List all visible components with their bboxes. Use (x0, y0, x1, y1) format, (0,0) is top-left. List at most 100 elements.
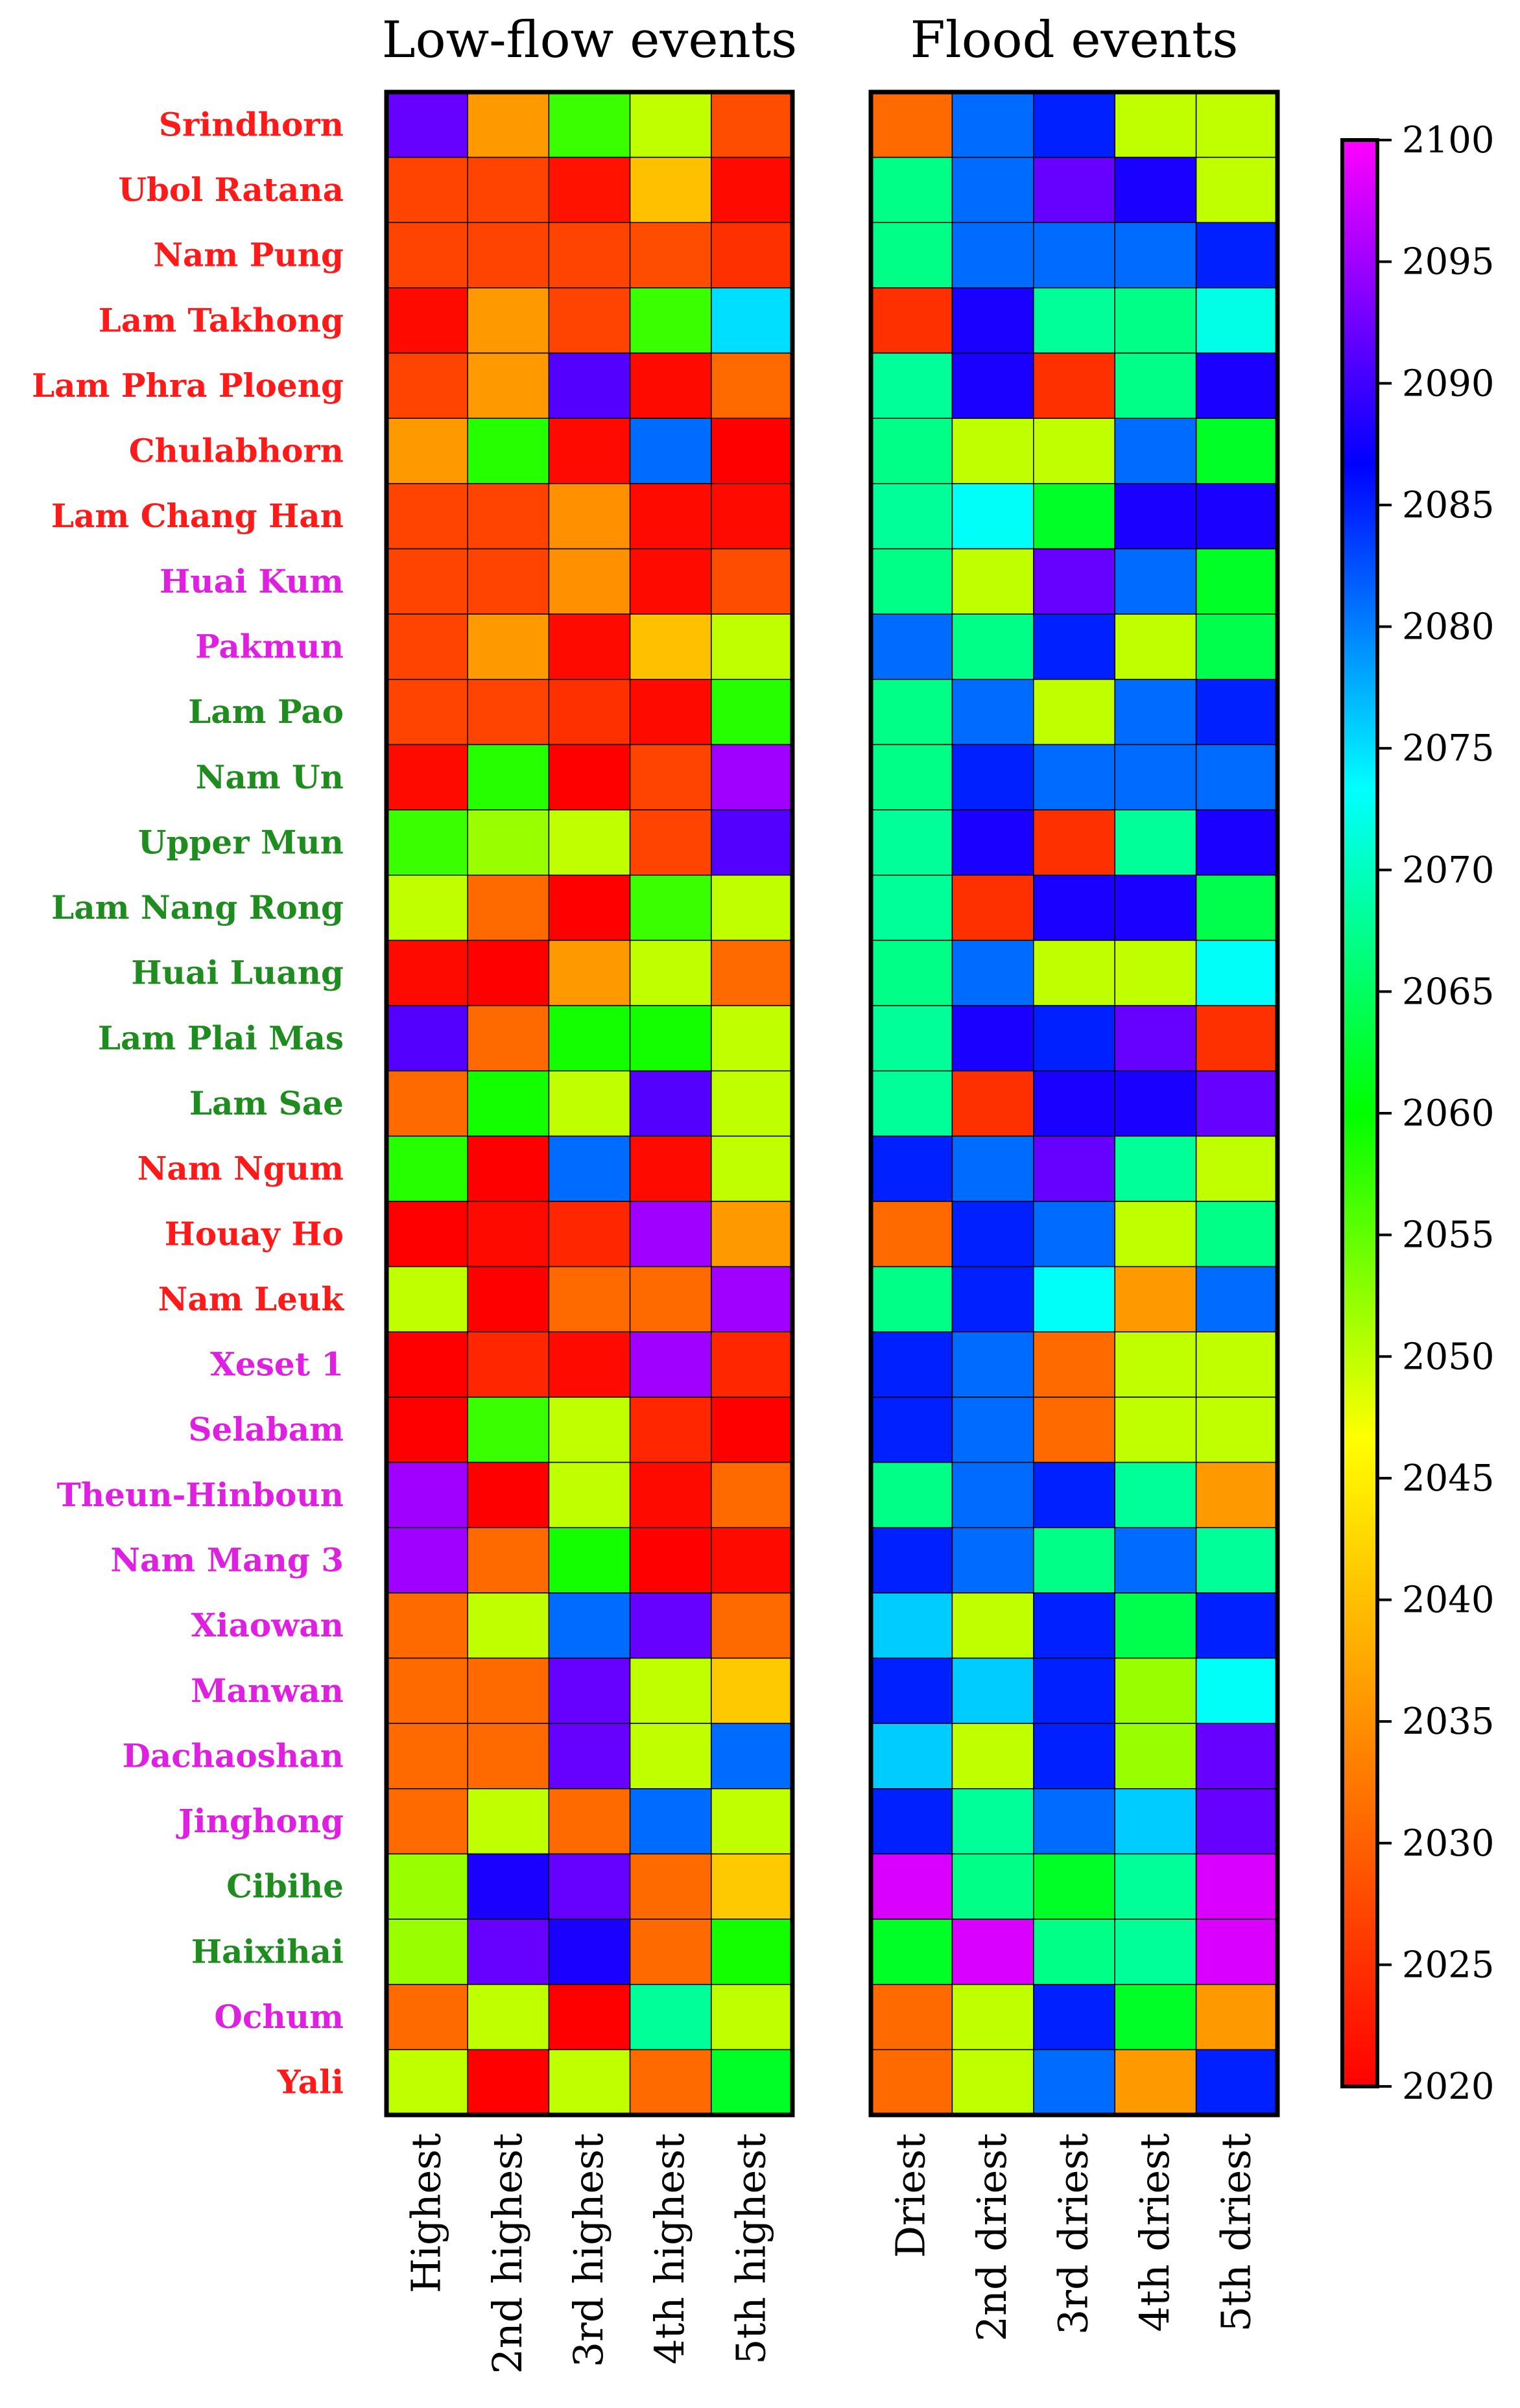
heatmap-cell (1114, 1266, 1197, 1333)
heatmap-cell (629, 1918, 712, 1985)
row-label: Dachaoshan (122, 1736, 344, 1775)
heatmap-cell (1195, 1331, 1278, 1398)
heatmap-cell (467, 1005, 550, 1072)
heatmap-cell (1195, 1592, 1278, 1659)
heatmap-cell (548, 352, 631, 419)
heatmap-cell (548, 1527, 631, 1594)
heatmap-cell (1114, 744, 1197, 810)
heatmap-cell (1195, 1853, 1278, 1920)
column-label: Driest (887, 2133, 934, 2258)
heatmap-cell (1114, 1788, 1197, 1855)
heatmap-cell (951, 744, 1034, 810)
column-label: 2nd driest (968, 2133, 1015, 2341)
heatmap-cell (711, 1788, 793, 1855)
heatmap-cell (1195, 483, 1278, 550)
heatmap-cell (711, 1592, 793, 1659)
heatmap-cell (1195, 939, 1278, 1006)
colorbar-tick-label: 2070 (1402, 849, 1495, 891)
heatmap-cell (629, 287, 712, 354)
heatmap-cell (1114, 679, 1197, 746)
heatmap-cell (1033, 2049, 1115, 2116)
heatmap-cell (1033, 1527, 1115, 1594)
heatmap-cell (1033, 1005, 1115, 1072)
heatmap-cell (386, 483, 468, 550)
heatmap-cell (467, 1983, 550, 2051)
heatmap-cell (1195, 2049, 1278, 2116)
colorbar-tick-label: 2055 (1402, 1214, 1495, 1257)
heatmap-cell (1114, 2049, 1197, 2116)
heatmap-cell (1033, 939, 1115, 1006)
heatmap-cell (951, 1005, 1034, 1072)
column-label: 3rd driest (1050, 2133, 1097, 2335)
heatmap-cell (870, 939, 953, 1006)
row-label: Nam Mang 3 (110, 1541, 344, 1579)
heatmap-cell (386, 1397, 468, 1463)
heatmap-cell (548, 156, 631, 224)
row-label: Selabam (188, 1410, 344, 1448)
heatmap-cell (1114, 1592, 1197, 1659)
heatmap-cell (467, 548, 550, 615)
heatmap-cell (1033, 1135, 1115, 1202)
heatmap-cell (870, 1788, 953, 1855)
heatmap-cell (548, 679, 631, 746)
panel-flood: Flood events Driest 2nd driest 3rd driest 4t… (868, 11, 1280, 2341)
heatmap-cell (1033, 352, 1115, 419)
colorbar-tick-label: 2045 (1402, 1458, 1495, 1500)
heatmap-cell (711, 1983, 793, 2051)
heatmap-cell (386, 679, 468, 746)
heatmap-cell (386, 156, 468, 224)
column-label: 4th highest (646, 2133, 693, 2365)
heatmap-cell (467, 613, 550, 680)
heatmap-cell (629, 1592, 712, 1659)
heatmap-cell (1033, 91, 1115, 158)
heatmap-cell (629, 744, 712, 810)
heatmap-cell (1033, 222, 1115, 289)
heatmap-cell (1195, 1918, 1278, 1985)
heatmap-cell (386, 1918, 468, 1985)
colorbar-tick-label: 2080 (1402, 606, 1495, 648)
heatmap-cell (870, 1331, 953, 1398)
heatmap-cell (1195, 1788, 1278, 1855)
heatmap-cell (951, 1201, 1034, 1268)
heatmap-cell (711, 1201, 793, 1268)
heatmap-cell (548, 1592, 631, 1659)
heatmap-cell (1114, 1397, 1197, 1463)
heatmap-cell (467, 1331, 550, 1398)
row-label: Theun-Hinboun (57, 1476, 344, 1514)
heatmap-cell (870, 744, 953, 810)
heatmap-cell (1114, 809, 1197, 876)
heatmap-cell (1114, 1983, 1197, 2051)
colorbar-tick-label: 2025 (1402, 1944, 1495, 1986)
heatmap-cell (951, 1527, 1034, 1594)
heatmap-cell (951, 809, 1034, 876)
heatmap-cell (951, 613, 1034, 680)
heatmap-cell (870, 156, 953, 224)
heatmap-cell (1114, 1135, 1197, 1202)
heatmap-cell (629, 1527, 712, 1594)
heatmap-cell (951, 1657, 1034, 1724)
heatmap-cell (386, 418, 468, 484)
heatmap-cell (711, 1397, 793, 1463)
row-label: Haixihai (191, 1932, 344, 1970)
row-label: Lam Phra Ploeng (32, 366, 344, 405)
panel-low-flow: Low-flow events Highest 2nd highest 3rd hig… (382, 11, 797, 2374)
heatmap-cell (951, 483, 1034, 550)
row-label: Nam Pung (153, 236, 344, 274)
heatmap-cell (1114, 418, 1197, 484)
column-label: 4th driest (1131, 2133, 1178, 2332)
heatmap-cell (467, 352, 550, 419)
heatmap-cell (870, 1918, 953, 1985)
heatmap-cell (870, 2049, 953, 2116)
row-label: Srindhorn (159, 105, 344, 143)
heatmap-cell (711, 1135, 793, 1202)
heatmap-cell (1033, 1723, 1115, 1789)
heatmap-panels: Low-flow events Highest 2nd highest 3rd hig… (382, 11, 1280, 2374)
row-label: Nam Ngum (137, 1150, 344, 1188)
heatmap-cell (1033, 679, 1115, 746)
heatmap-cell (870, 1135, 953, 1202)
colorbar-tick-label: 2090 (1402, 362, 1495, 405)
heatmap-cell (548, 1788, 631, 1855)
row-label: Huai Kum (160, 562, 344, 600)
heatmap-cell (1114, 1918, 1197, 1985)
heatmap-cell (548, 1070, 631, 1137)
